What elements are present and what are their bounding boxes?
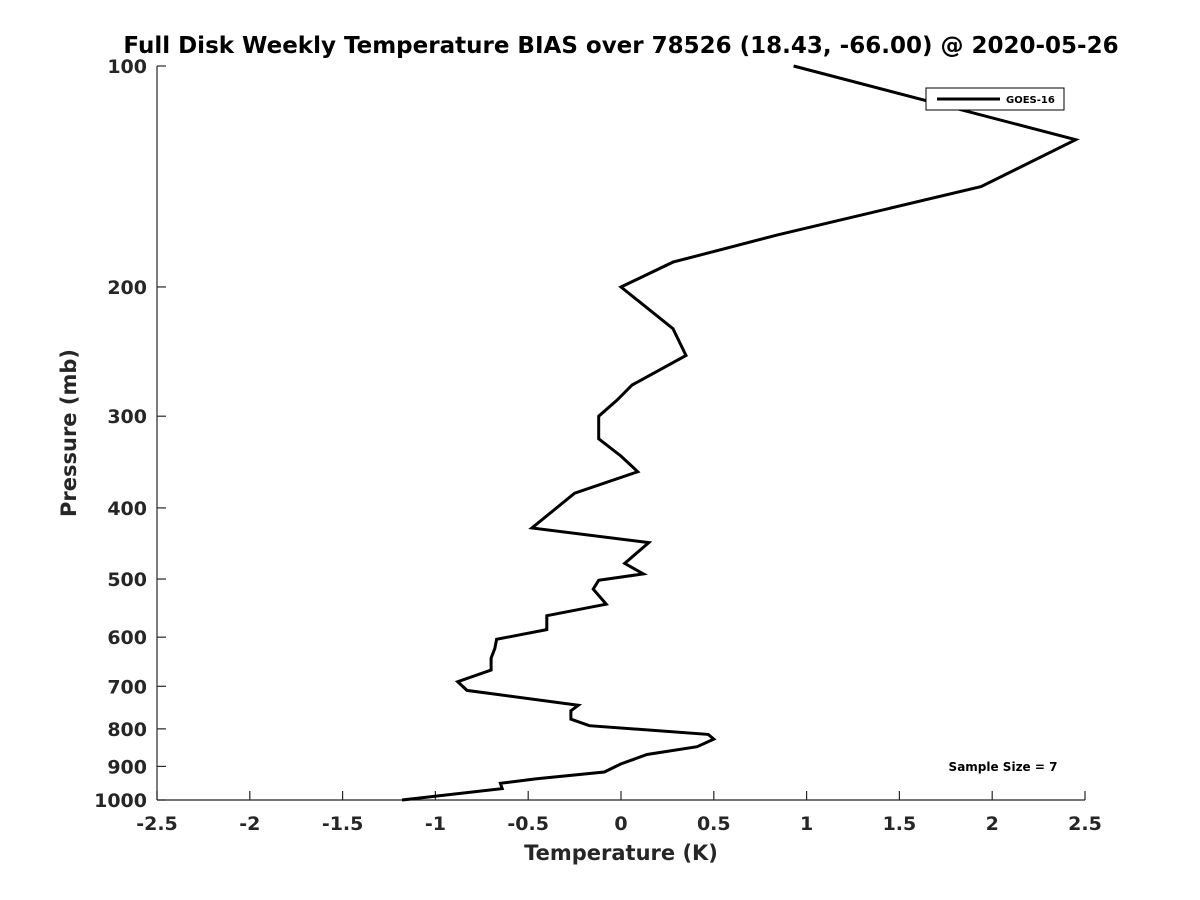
x-tick-label: 1.5: [883, 813, 917, 835]
y-tick-label: 200: [107, 277, 147, 299]
y-tick-label: 400: [107, 498, 147, 520]
x-tick-label: 2: [986, 813, 999, 835]
x-tick-label: 0: [614, 813, 627, 835]
y-tick-label: 500: [107, 569, 147, 591]
y-tick-label: 800: [107, 719, 147, 741]
x-tick-label: -2: [239, 813, 260, 835]
y-axis-ticks: 100 200 300 400 500 600 700 800 900 1000: [94, 56, 166, 812]
y-tick-label: 300: [107, 406, 147, 428]
y-tick-label: 1000: [94, 790, 147, 812]
legend-label-goes-16: GOES-16: [1006, 95, 1055, 106]
series-group: [401, 64, 1080, 802]
y-tick-label: 900: [107, 756, 147, 778]
x-tick-label: 1: [800, 813, 813, 835]
x-axis-ticks: -2.5 -2 -1.5 -1 -0.5 0 0.5 1 1.5 2 2.5: [136, 791, 1102, 835]
x-axis-label: Temperature (K): [524, 841, 718, 865]
legend: GOES-16: [925, 87, 1065, 111]
series-line-goes-16: [401, 64, 1080, 802]
sample-size-annotation: Sample Size = 7: [949, 760, 1058, 774]
y-tick-label: 700: [107, 676, 147, 698]
x-tick-label: -0.5: [507, 813, 549, 835]
x-tick-label: -1.5: [322, 813, 364, 835]
x-tick-label: 0.5: [697, 813, 731, 835]
x-tick-label: -1: [425, 813, 446, 835]
y-tick-label: 100: [107, 56, 147, 78]
y-axis-label: Pressure (mb): [57, 349, 81, 517]
x-tick-label: -2.5: [136, 813, 178, 835]
x-tick-label: 2.5: [1068, 813, 1102, 835]
chart-title: Full Disk Weekly Temperature BIAS over 7…: [123, 33, 1118, 59]
y-tick-label: 600: [107, 627, 147, 649]
